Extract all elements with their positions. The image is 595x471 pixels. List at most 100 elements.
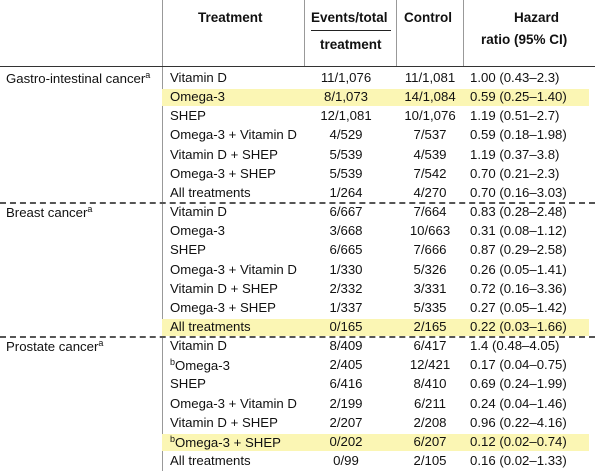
control-cell: 12/421 xyxy=(409,357,451,373)
hazard-ratio-cell: 0.24 (0.04–1.46) xyxy=(470,395,567,411)
control-cell: 5/326 xyxy=(413,261,447,277)
hazard-ratio-cell: 0.70 (0.16–3.03) xyxy=(470,184,567,200)
events-cell: 6/416 xyxy=(329,376,363,392)
table-row: Omega-3 + SHEP 1/337 5/335 0.27 (0.05–1.42) xyxy=(0,299,595,318)
events-cell: 2/332 xyxy=(329,280,363,296)
hazard-ratio-cell: 0.59 (0.18–1.98) xyxy=(470,127,567,143)
table-row: Vitamin D + SHEP 2/207 2/208 0.96 (0.22–4.1… xyxy=(0,414,595,433)
treatment-cell: All treatments xyxy=(170,318,251,334)
table-row: Omega-3 + Vitamin D 2/199 6/211 0.24 (0.04–… xyxy=(0,395,595,414)
table-row: SHEP 6/416 8/410 0.69 (0.24–1.99) xyxy=(0,375,595,394)
events-cell: 0/202 xyxy=(329,433,363,449)
header-underline xyxy=(311,30,391,31)
table-row: Prostate cancera Vitamin D 8/409 6/417 1.4 (… xyxy=(0,337,595,356)
treatment-cell: Omega-3 + SHEP xyxy=(170,299,276,315)
hazard-ratio-cell: 1.00 (0.43–2.3) xyxy=(470,70,560,85)
table-row: SHEP 12/1,081 10/1,076 1.19 (0.51–2.7) xyxy=(0,107,595,126)
events-cell: 6/667 xyxy=(329,204,363,220)
table-row: Vitamin D + SHEP 2/332 3/331 0.72 (0.16–3.3… xyxy=(0,280,595,299)
control-cell: 4/539 xyxy=(413,146,447,162)
header-control: Control xyxy=(404,10,452,25)
treatment-cell: All treatments xyxy=(170,184,251,200)
control-cell: 7/542 xyxy=(413,165,447,181)
hazard-ratio-cell: 0.69 (0.24–1.99) xyxy=(470,376,567,392)
treatment-cell: Omega-3 + SHEP xyxy=(170,165,276,181)
control-cell: 8/410 xyxy=(413,376,447,392)
table-row: All treatments 0/165 2/165 0.22 (0.03–1.66) xyxy=(0,318,595,337)
row-highlight xyxy=(162,89,589,107)
table-row: Omega-3 + Vitamin D 1/330 5/326 0.26 (0.05–… xyxy=(0,261,595,280)
hazard-ratio-cell: 0.96 (0.22–4.16) xyxy=(470,414,567,430)
hazard-ratio-cell: 0.70 (0.21–2.3) xyxy=(470,165,560,181)
hazard-ratio-cell: 0.83 (0.28–2.48) xyxy=(470,204,567,220)
control-cell: 6/417 xyxy=(413,338,447,354)
treatment-cell: All treatments xyxy=(170,453,251,468)
treatment-cell: Vitamin D xyxy=(170,70,227,85)
control-cell: 4/270 xyxy=(413,184,447,200)
events-cell: 1/337 xyxy=(329,299,363,315)
row-highlight xyxy=(162,433,589,451)
hazard-ratio-cell: 0.16 (0.02–1.33) xyxy=(470,453,567,468)
group-separator xyxy=(0,202,595,205)
control-cell: 10/663 xyxy=(409,223,451,239)
treatment-cell: Omega-3 xyxy=(170,223,225,239)
control-cell: 10/1,076 xyxy=(404,108,456,124)
events-cell: 4/529 xyxy=(329,127,363,143)
events-cell: 3/668 xyxy=(329,223,363,239)
events-cell: 0/165 xyxy=(329,318,363,334)
hazard-ratio-cell: 0.31 (0.08–1.12) xyxy=(470,223,567,239)
table-row: All treatments 0/99 2/105 0.16 (0.02–1.33) xyxy=(0,452,595,471)
control-cell: 2/165 xyxy=(413,318,447,334)
table-row: Omega-3 3/668 10/663 0.31 (0.08–1.12) xyxy=(0,222,595,241)
control-cell: 7/664 xyxy=(413,204,447,220)
treatment-cell: Omega-3 + Vitamin D xyxy=(170,261,297,277)
hazard-ratio-cell: 0.27 (0.05–1.42) xyxy=(470,299,567,315)
table-row: Omega-3 + Vitamin D 4/529 7/537 0.59 (0.18–… xyxy=(0,126,595,145)
hazard-ratio-cell: 0.72 (0.16–3.36) xyxy=(470,280,567,296)
control-cell: 11/1,081 xyxy=(404,70,456,85)
treatment-cell: Omega-3 + Vitamin D xyxy=(170,395,297,411)
cancer-type-label: Gastro-intestinal cancera xyxy=(6,70,151,86)
table-row: All treatments 1/264 4/270 0.70 (0.16–3.03) xyxy=(0,184,595,203)
control-cell: 7/537 xyxy=(413,127,447,143)
events-cell: 8/409 xyxy=(329,338,363,354)
control-cell: 6/211 xyxy=(413,395,447,411)
hazard-ratio-cell: 1.19 (0.37–3.8) xyxy=(470,146,560,162)
column-divider xyxy=(396,0,397,66)
events-cell: 8/1,073 xyxy=(324,89,368,105)
control-cell: 2/105 xyxy=(413,453,447,468)
treatment-cell: bOmega-3 xyxy=(170,357,230,374)
table-row: Breast cancera Vitamin D 6/667 7/664 0.83 (0… xyxy=(0,203,595,222)
column-divider xyxy=(162,0,163,471)
treatment-cell: Omega-3 xyxy=(170,89,225,105)
hazard-ratio-cell: 0.87 (0.29–2.58) xyxy=(470,242,567,258)
hazard-ratio-cell: 1.4 (0.48–4.05) xyxy=(470,338,560,354)
events-cell: 1/264 xyxy=(329,184,363,200)
control-cell: 3/331 xyxy=(413,280,447,296)
treatment-cell: Vitamin D xyxy=(170,338,227,354)
header-rule xyxy=(0,66,595,67)
column-divider xyxy=(304,0,305,66)
table-row: bOmega-3 2/405 12/421 0.17 (0.04–0.75) xyxy=(0,356,595,375)
events-cell: 2/207 xyxy=(329,414,363,430)
treatment-cell: SHEP xyxy=(170,242,206,258)
treatment-cell: Vitamin D + SHEP xyxy=(170,414,278,430)
treatment-cell: SHEP xyxy=(170,376,206,392)
control-cell: 14/1,084 xyxy=(404,89,456,105)
treatment-cell: Vitamin D + SHEP xyxy=(170,280,278,296)
hazard-ratio-cell: 1.19 (0.51–2.7) xyxy=(470,108,560,124)
table-row: SHEP 6/665 7/666 0.87 (0.29–2.58) xyxy=(0,241,595,260)
hazard-ratio-cell: 0.26 (0.05–1.41) xyxy=(470,261,567,277)
treatment-cell: Vitamin D + SHEP xyxy=(170,146,278,162)
treatment-cell: Vitamin D xyxy=(170,204,227,220)
row-highlight xyxy=(162,318,589,336)
hazard-ratio-cell: 0.17 (0.04–0.75) xyxy=(470,357,567,373)
hazard-ratio-cell: 0.59 (0.25–1.40) xyxy=(470,89,567,105)
header-hr-line1: Hazard xyxy=(514,10,560,25)
group-separator xyxy=(0,336,595,339)
treatment-cell: bOmega-3 + SHEP xyxy=(170,433,281,450)
cancer-type-label: Breast cancera xyxy=(6,204,93,221)
events-cell: 0/99 xyxy=(333,453,359,468)
events-cell: 1/330 xyxy=(329,261,363,277)
